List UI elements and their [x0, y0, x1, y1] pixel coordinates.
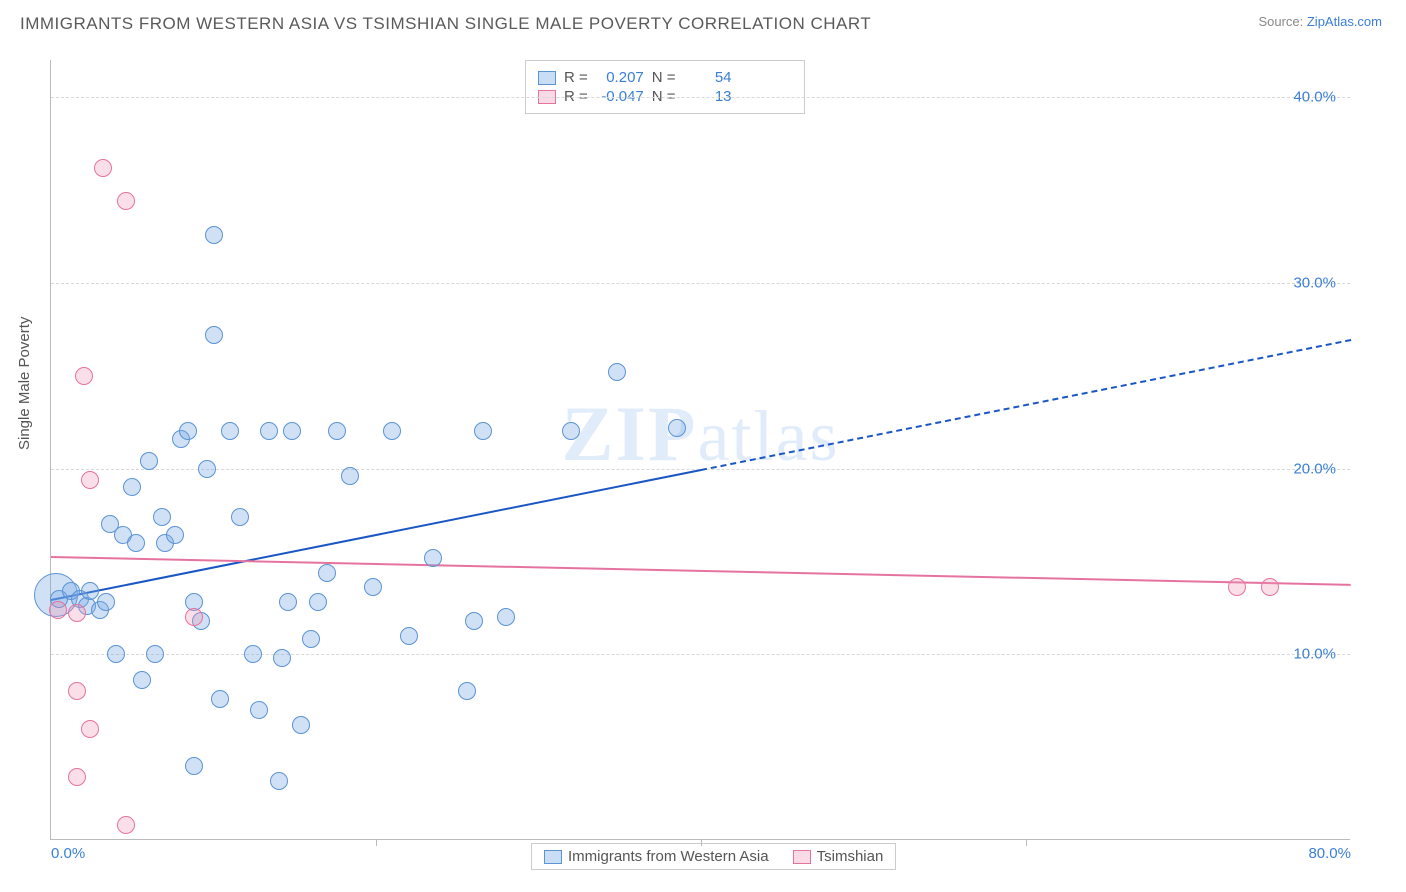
data-point — [140, 452, 158, 470]
data-point — [94, 159, 112, 177]
legend-row-immigrants: R = 0.207 N = 54 — [538, 69, 792, 86]
data-point — [221, 422, 239, 440]
data-point — [185, 608, 203, 626]
plot-area: ZIPatlas R = 0.207 N = 54 R = -0.047 N =… — [50, 60, 1350, 840]
data-point — [270, 772, 288, 790]
n-label: N = — [652, 69, 676, 86]
grid-line-h — [51, 283, 1350, 284]
y-tick-label: 20.0% — [1293, 460, 1336, 477]
data-point — [205, 226, 223, 244]
data-point — [81, 471, 99, 489]
data-point — [107, 645, 125, 663]
data-point — [49, 601, 67, 619]
data-point — [146, 645, 164, 663]
data-point — [97, 593, 115, 611]
n-value: 54 — [684, 69, 732, 86]
swatch-blue — [544, 850, 562, 864]
data-point — [68, 682, 86, 700]
data-point — [608, 363, 626, 381]
data-point — [341, 467, 359, 485]
data-point — [562, 422, 580, 440]
data-point — [153, 508, 171, 526]
series-label: Tsimshian — [817, 848, 884, 865]
y-tick-label: 30.0% — [1293, 274, 1336, 291]
data-point — [75, 367, 93, 385]
data-point — [205, 326, 223, 344]
data-point — [424, 549, 442, 567]
legend-item-immigrants: Immigrants from Western Asia — [544, 848, 769, 865]
data-point — [309, 593, 327, 611]
trend-line — [701, 339, 1351, 471]
data-point — [383, 422, 401, 440]
data-point — [668, 419, 686, 437]
data-point — [465, 612, 483, 630]
data-point — [1228, 578, 1246, 596]
data-point — [318, 564, 336, 582]
data-point — [211, 690, 229, 708]
y-tick-label: 10.0% — [1293, 646, 1336, 663]
data-point — [292, 716, 310, 734]
r-value: 0.207 — [596, 69, 644, 86]
data-point — [198, 460, 216, 478]
data-point — [458, 682, 476, 700]
data-point — [328, 422, 346, 440]
data-point — [250, 701, 268, 719]
data-point — [364, 578, 382, 596]
watermark: ZIPatlas — [562, 389, 840, 479]
y-tick-label: 40.0% — [1293, 89, 1336, 106]
data-point — [117, 816, 135, 834]
swatch-blue — [538, 71, 556, 85]
series-label: Immigrants from Western Asia — [568, 848, 769, 865]
correlation-legend: R = 0.207 N = 54 R = -0.047 N = 13 — [525, 60, 805, 114]
data-point — [1261, 578, 1279, 596]
data-point — [81, 582, 99, 600]
data-point — [81, 720, 99, 738]
data-point — [185, 757, 203, 775]
data-point — [179, 422, 197, 440]
data-point — [117, 192, 135, 210]
data-point — [400, 627, 418, 645]
data-point — [497, 608, 515, 626]
y-axis-title: Single Male Poverty — [16, 317, 33, 450]
data-point — [260, 422, 278, 440]
data-point — [273, 649, 291, 667]
x-tick — [1026, 840, 1027, 846]
source-attribution: Source: ZipAtlas.com — [1258, 14, 1382, 29]
x-tick — [376, 840, 377, 846]
series-legend: Immigrants from Western Asia Tsimshian — [531, 843, 896, 870]
data-point — [283, 422, 301, 440]
swatch-pink — [793, 850, 811, 864]
trend-line — [51, 556, 1351, 586]
watermark-rest: atlas — [698, 396, 840, 476]
data-point — [68, 768, 86, 786]
data-point — [123, 478, 141, 496]
grid-line-h — [51, 97, 1350, 98]
data-point — [127, 534, 145, 552]
data-point — [231, 508, 249, 526]
r-label: R = — [564, 69, 588, 86]
legend-item-tsimshian: Tsimshian — [793, 848, 884, 865]
chart-title: IMMIGRANTS FROM WESTERN ASIA VS TSIMSHIA… — [20, 14, 871, 34]
x-tick-label: 0.0% — [51, 845, 85, 862]
data-point — [166, 526, 184, 544]
source-site: ZipAtlas.com — [1307, 14, 1382, 29]
data-point — [68, 604, 86, 622]
data-point — [279, 593, 297, 611]
x-tick-label: 80.0% — [1308, 845, 1351, 862]
x-tick — [701, 840, 702, 846]
source-label: Source: — [1258, 14, 1306, 29]
data-point — [133, 671, 151, 689]
data-point — [244, 645, 262, 663]
data-point — [474, 422, 492, 440]
data-point — [302, 630, 320, 648]
